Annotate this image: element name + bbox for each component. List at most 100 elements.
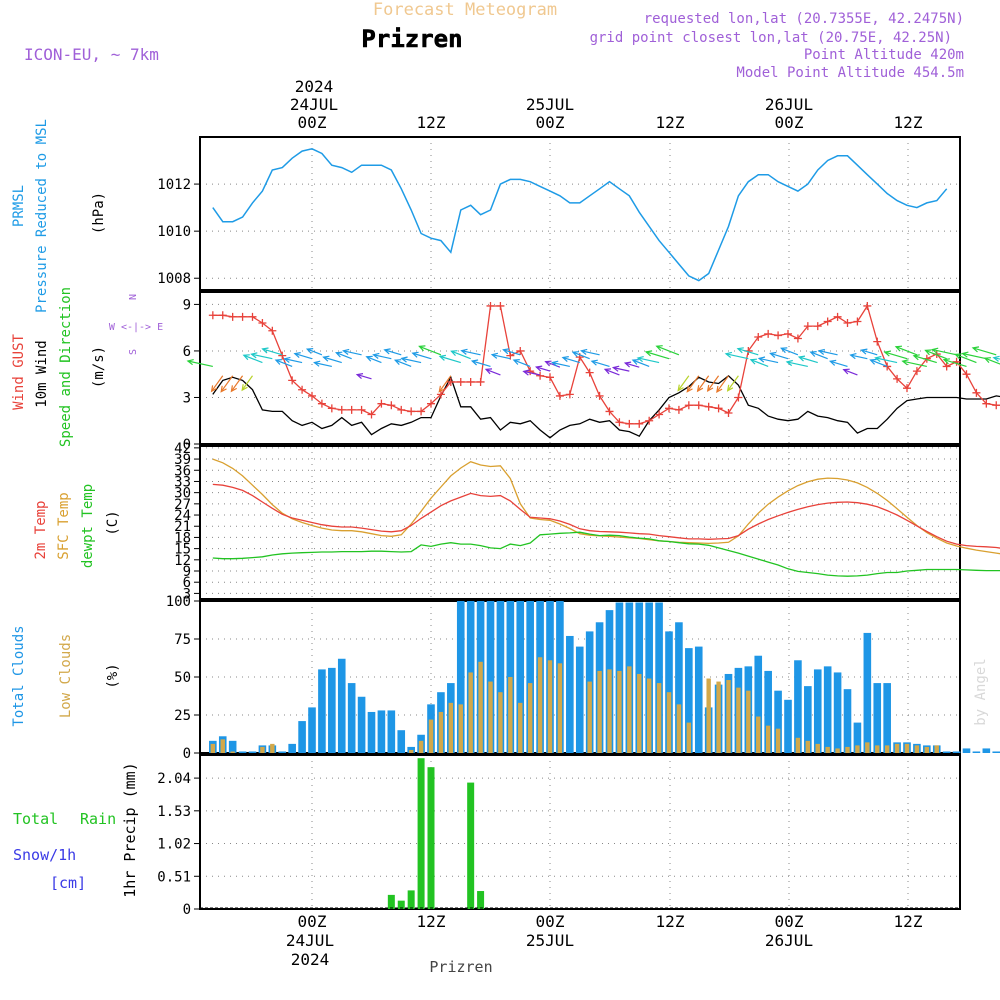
low-clouds-bar	[716, 681, 721, 753]
wind-direction-arrowhead	[365, 355, 373, 362]
wind-direction-arrowhead	[335, 351, 343, 358]
temp-ytick-label: 21	[174, 519, 191, 535]
total-clouds-bar	[516, 601, 525, 753]
wind-direction-arrow	[798, 356, 818, 364]
wind-direction-arrowhead	[860, 348, 868, 355]
wind-direction-arrow	[884, 351, 908, 360]
top-tick-label: 12Z	[656, 113, 685, 132]
low-clouds-bar	[637, 673, 642, 753]
total-clouds-bar	[228, 740, 237, 753]
wind-direction-arrowhead	[736, 347, 744, 354]
total-clouds-bar	[347, 683, 356, 753]
wind-direction-arrow	[562, 356, 580, 364]
wind-direction-arrow	[485, 368, 501, 376]
wind-gust-marker	[357, 405, 366, 414]
low-clouds-bar	[508, 677, 513, 753]
wind-direction-arrowhead	[809, 351, 817, 357]
wind-gust-marker	[694, 401, 703, 410]
temp-frame	[199, 445, 961, 600]
temp-sfc-label: SFC Temp	[56, 492, 72, 559]
total-clouds-bar	[367, 711, 376, 753]
wind-direction-arrowhead	[954, 353, 962, 360]
wind-gust-marker	[228, 312, 237, 321]
temp-dewpt-label: dewpt Temp	[80, 484, 96, 568]
precip-ytick-label: 0	[183, 902, 191, 918]
wind-gust-marker	[684, 401, 693, 410]
total-clouds-bar	[685, 648, 693, 753]
wind-direction-arrow	[737, 348, 759, 356]
wind-direction-arrow	[513, 359, 531, 368]
wind-direction-arrowhead	[749, 358, 757, 365]
wind-gust-marker	[992, 401, 1000, 410]
low-clouds-bar	[765, 725, 771, 753]
low-clouds-bar	[537, 657, 543, 753]
top-day-label-24jul: 24JUL	[290, 95, 338, 114]
top-day-label-25jul: 25JUL	[526, 95, 574, 114]
wind-gust-marker	[853, 317, 862, 326]
low-clouds-bar	[488, 681, 493, 753]
top-tick-label: 12Z	[417, 113, 446, 132]
top-day-label-26jul: 26JUL	[765, 95, 813, 114]
bottom-day-label-24jul: 24JUL	[286, 931, 334, 950]
wind-gust-marker	[258, 319, 267, 328]
wind-direction-arrowhead	[490, 352, 499, 359]
wind-direction-arrowhead	[450, 350, 458, 357]
wind-direction-arrow	[993, 357, 1000, 360]
wind-direction-arrow	[366, 356, 382, 364]
low-clouds-bar	[458, 704, 463, 753]
wind-gust-marker	[972, 388, 981, 397]
wind-gust-marker	[565, 390, 574, 399]
wind-direction-arrow	[572, 351, 590, 360]
wind-direction-arrowhead	[726, 384, 734, 392]
top-tick-label: 00Z	[775, 113, 804, 132]
wind-gust-marker	[278, 351, 287, 360]
header-grid-point: grid point closest lon,lat (20.75E, 42.2…	[590, 30, 952, 46]
wind-direction-arrow	[870, 359, 888, 368]
wind-direction-arrow	[786, 361, 808, 368]
wind-direction-arrowhead	[305, 348, 314, 354]
wind-direction-arrow	[394, 359, 412, 368]
wind-gust-marker	[843, 319, 852, 328]
total-clouds-bar	[952, 751, 961, 753]
rain-bar	[417, 758, 425, 909]
wind-gust-marker	[466, 377, 475, 386]
low-clouds-bar	[894, 743, 900, 753]
bottom-tick-label: 12Z	[656, 912, 685, 931]
total-clouds-bar	[407, 746, 415, 753]
wind-direction-arrow	[401, 357, 422, 364]
total-clouds-bar	[318, 669, 326, 753]
low-clouds-bar	[270, 743, 275, 753]
wind-gust-marker	[982, 399, 991, 408]
low-clouds-bar	[825, 746, 830, 753]
wind-direction-arrowhead	[724, 351, 733, 358]
precip-unit-label: 1hr Precip (mm)	[121, 762, 139, 897]
wind-gust-marker	[635, 419, 644, 428]
wind-direction-arrow	[187, 360, 213, 368]
low-clouds-bar	[934, 745, 939, 753]
low-clouds-bar	[547, 660, 553, 753]
wind-gust-marker	[674, 405, 683, 414]
wind-gust-marker	[863, 301, 872, 310]
wind-gust-marker	[793, 334, 802, 343]
wind-gust-marker	[268, 326, 277, 335]
wind-direction-arrowhead	[849, 353, 857, 360]
wind-direction-arrowhead	[677, 384, 684, 392]
wind-direction-arrowhead	[686, 385, 693, 393]
wind-direction-arrowhead	[769, 351, 777, 358]
wind-direction-arrowhead	[611, 365, 620, 372]
wind-direction-arrowhead	[894, 345, 903, 352]
pressure-frame	[199, 136, 961, 291]
wind-direction-arrow	[220, 375, 234, 393]
wind-direction-arrow	[861, 349, 878, 356]
bottom-tick-label: 00Z	[536, 912, 565, 931]
wind-direction-arrowhead	[828, 359, 837, 366]
low-clouds-bar	[617, 670, 622, 753]
wind-direction-arrowhead	[571, 351, 580, 358]
total-clouds-bar	[675, 622, 683, 753]
low-clouds-bar	[865, 742, 870, 753]
low-clouds-bar	[805, 740, 811, 753]
wind-direction-arrowhead	[817, 348, 825, 355]
total-clouds-bar	[942, 751, 951, 753]
wind-gust-marker	[387, 401, 396, 410]
wind-direction-arrow	[645, 351, 670, 360]
